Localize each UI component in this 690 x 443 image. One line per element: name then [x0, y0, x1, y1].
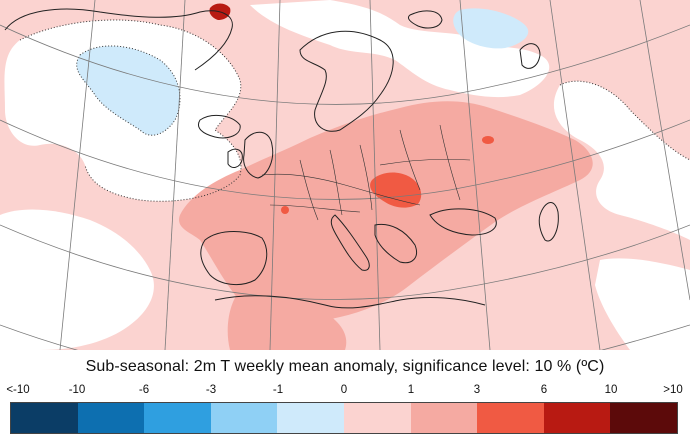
coast-ireland [227, 148, 243, 168]
legend-label: 1 [407, 384, 415, 396]
legend-swatch [210, 403, 278, 433]
significance-contour-west [19, 19, 242, 202]
legend-label: 0 [340, 384, 348, 396]
legend-label: -1 [272, 384, 284, 396]
cold-anomaly-greenland [76, 45, 180, 136]
cold-anomaly-siberia [453, 8, 529, 49]
legend-label: -6 [138, 384, 150, 396]
legend-swatch [277, 403, 344, 433]
legend-swatch [144, 403, 211, 433]
neutral-area-far-east [595, 258, 690, 350]
legend-swatch [11, 403, 78, 433]
strong-warm-spot-east [482, 136, 494, 144]
neutral-area-arctic [250, 0, 550, 98]
coast-british-isles [243, 131, 274, 179]
legend-label: -10 [68, 384, 86, 396]
legend-label: <-10 [6, 384, 30, 396]
legend-labels: <-10 -10 -6 -3 -1 0 1 3 6 10 >10 [0, 384, 690, 400]
map-caption: Sub-seasonal: 2m T weekly mean anomaly, … [85, 358, 605, 375]
legend-swatch [410, 403, 478, 433]
moderate-warm-anomaly-north-africa [227, 290, 347, 350]
coast-iceland [198, 114, 241, 139]
coast-arctic-islands [407, 10, 443, 29]
coast-north-africa [214, 295, 486, 309]
legend-label: >10 [663, 384, 683, 396]
legend-swatch [477, 403, 544, 433]
coast-balkans [374, 223, 417, 264]
coast-italy [330, 214, 370, 271]
temperature-anomaly-map [0, 0, 690, 350]
legend-swatch [610, 403, 677, 433]
legend-label: 6 [540, 384, 548, 396]
coast-scandinavia [299, 30, 394, 132]
strong-warm-anomaly-core [370, 172, 422, 208]
legend-label: 10 [604, 384, 618, 396]
significance-contour-east [559, 80, 690, 161]
strong-warm-spot-small [281, 206, 289, 214]
coast-iberia [200, 231, 268, 286]
neutral-area-east [553, 81, 690, 240]
coast-caspian [538, 202, 559, 242]
significance-contour-cold [76, 45, 181, 136]
coast-black-sea [429, 208, 497, 236]
legend-label: 3 [473, 384, 481, 396]
coast-novaya-zemlya [519, 43, 541, 69]
country-borders [261, 124, 471, 221]
coast-greenland [4, 8, 233, 71]
color-legend-bar [10, 402, 678, 434]
legend-swatch [343, 403, 411, 433]
neutral-area-south-atlantic [0, 209, 154, 350]
legend-swatch [543, 403, 611, 433]
graticule [0, 0, 690, 350]
legend-label: -3 [205, 384, 217, 396]
moderate-warm-anomaly-europe [179, 101, 593, 323]
coastlines [4, 8, 559, 309]
legend-swatch [77, 403, 145, 433]
